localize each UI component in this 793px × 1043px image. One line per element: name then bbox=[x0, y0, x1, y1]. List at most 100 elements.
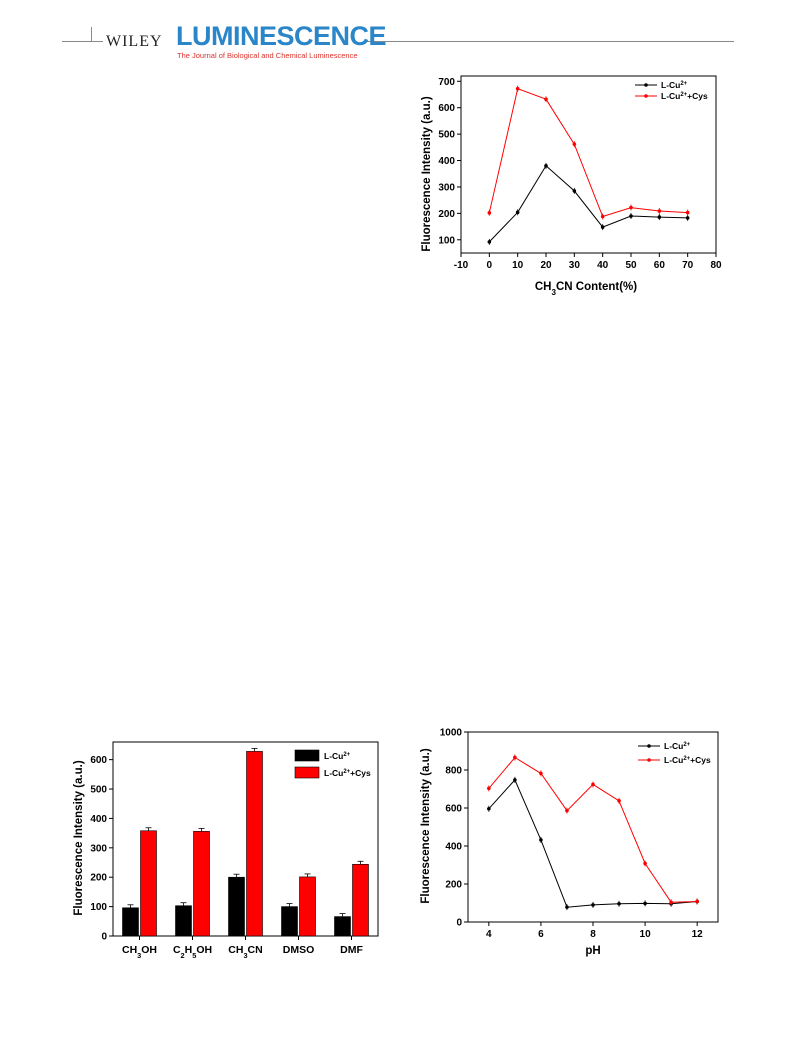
x-tick-label: CH3OH bbox=[122, 944, 157, 960]
y-tick-label: 400 bbox=[445, 842, 462, 853]
y-tick-label: 400 bbox=[90, 814, 107, 825]
data-point bbox=[657, 209, 662, 213]
data-point bbox=[657, 215, 662, 219]
bar bbox=[281, 906, 298, 937]
data-point bbox=[539, 771, 543, 776]
data-point bbox=[515, 86, 520, 91]
x-tick-label: 50 bbox=[625, 260, 637, 271]
plot-area: 100 200 300 400 500 600 700 -10 0 10 20 30 40 50 60 70 8… bbox=[438, 75, 722, 271]
data-point bbox=[591, 903, 595, 907]
y-tick-label: 1000 bbox=[440, 728, 463, 739]
legend-marker bbox=[644, 83, 648, 87]
y-tick-label: 300 bbox=[438, 182, 455, 193]
series-line bbox=[488, 778, 698, 908]
x-tick-label: CH3CN bbox=[228, 944, 262, 960]
y-tick-label: 0 bbox=[456, 918, 462, 929]
bar bbox=[175, 905, 192, 937]
publisher-logo: WILEY bbox=[106, 33, 163, 50]
series-line bbox=[488, 756, 698, 903]
x-tick-label: 20 bbox=[540, 260, 552, 271]
y-axis-label: Fluorescence Intensity (a.u.) bbox=[420, 748, 432, 903]
data-point bbox=[572, 142, 577, 146]
bar bbox=[122, 907, 139, 937]
y-tick-label: 800 bbox=[445, 766, 462, 777]
bar bbox=[193, 831, 210, 937]
x-tick-label: 80 bbox=[710, 260, 722, 271]
data-point bbox=[629, 214, 633, 218]
data-point bbox=[617, 798, 621, 803]
journal-title: LUMINESCENCE bbox=[176, 21, 387, 51]
chart-ph: 0 200 400 600 800 1000 4 6 8 10 12 Fluorescence In… bbox=[420, 728, 719, 957]
legend-marker bbox=[644, 94, 648, 98]
bar bbox=[334, 916, 351, 937]
legend: L-Cu2+ L-Cu2++Cys bbox=[294, 749, 371, 779]
x-tick-label: 0 bbox=[487, 260, 493, 271]
chart-solvents: 0 100 200 300 400 500 600 CH3OH C2H5OH CH3CN DMSO D… bbox=[73, 741, 379, 960]
bar bbox=[352, 863, 369, 937]
y-axis-label: Fluorescence Intensity (a.u.) bbox=[421, 96, 433, 251]
x-tick-label: 40 bbox=[597, 260, 609, 271]
y-tick-label: 600 bbox=[438, 103, 455, 114]
data-point bbox=[617, 901, 621, 906]
x-tick-label: 70 bbox=[682, 260, 694, 271]
plot-area: 0 200 400 600 800 1000 4 6 8 10 12 bbox=[440, 728, 719, 940]
legend-label: L-Cu2++Cys bbox=[661, 91, 708, 101]
chart-ch3cn-content: 100 200 300 400 500 600 700 -10 0 10 20 30 40 50 60 70 8… bbox=[421, 75, 722, 297]
data-point bbox=[572, 189, 577, 193]
data-point bbox=[487, 806, 491, 811]
series-line bbox=[488, 88, 688, 218]
data-point bbox=[539, 838, 543, 842]
legend-label: L-Cu2+ bbox=[664, 741, 691, 751]
data-point bbox=[591, 782, 595, 787]
data-point bbox=[629, 205, 633, 210]
y-tick-label: 100 bbox=[438, 235, 455, 246]
journal-subtitle: The Journal of Biological and Chemical L… bbox=[177, 51, 358, 60]
data-point bbox=[600, 225, 605, 229]
legend-swatch bbox=[294, 749, 320, 762]
x-tick-label: 4 bbox=[486, 929, 492, 940]
y-axis-label: Fluorescence Intensity (a.u.) bbox=[73, 760, 85, 915]
legend-label: L-Cu2++Cys bbox=[664, 755, 711, 765]
legend: L-Cu2+L-Cu2++Cys bbox=[635, 80, 708, 101]
x-tick-label: 10 bbox=[512, 260, 524, 271]
header-tick bbox=[91, 27, 92, 42]
y-tick-label: 600 bbox=[445, 804, 462, 815]
bar bbox=[140, 830, 157, 937]
data-point bbox=[513, 778, 517, 782]
header-logo-backdrop bbox=[103, 30, 365, 50]
x-tick-label: 10 bbox=[640, 929, 652, 940]
header-rule bbox=[62, 41, 734, 42]
legend-label: L-Cu2+ bbox=[324, 751, 351, 761]
legend-marker bbox=[647, 744, 651, 748]
data-point bbox=[600, 214, 605, 219]
data-point bbox=[513, 755, 517, 760]
x-tick-label: 30 bbox=[569, 260, 581, 271]
series-line bbox=[488, 165, 688, 243]
y-tick-label: 500 bbox=[90, 785, 107, 796]
data-point bbox=[515, 210, 520, 215]
x-axis-label: CH3CN Content(%) bbox=[535, 281, 637, 297]
y-tick-label: 200 bbox=[90, 873, 107, 884]
x-tick-label: 6 bbox=[538, 929, 544, 940]
y-tick-label: 0 bbox=[101, 932, 107, 943]
x-tick-label: 8 bbox=[590, 929, 596, 940]
data-point bbox=[544, 164, 548, 168]
data-point bbox=[685, 210, 690, 215]
x-tick-label: DMSO bbox=[283, 944, 315, 956]
legend-label: L-Cu2++Cys bbox=[324, 768, 371, 778]
y-tick-label: 500 bbox=[438, 130, 455, 141]
plot-area: 0 100 200 300 400 500 600 CH3OH C2H5OH CH3CN DMSO D… bbox=[90, 741, 379, 960]
x-axis-label: pH bbox=[585, 945, 600, 957]
bar bbox=[246, 751, 263, 937]
data-point bbox=[643, 901, 647, 906]
data-point bbox=[669, 900, 673, 905]
x-tick-label: -10 bbox=[454, 260, 469, 271]
y-tick-label: 600 bbox=[90, 755, 107, 766]
legend-label: L-Cu2+ bbox=[661, 80, 688, 90]
y-tick-label: 200 bbox=[438, 209, 455, 220]
data-point bbox=[695, 899, 699, 904]
data-point bbox=[487, 211, 492, 215]
bar bbox=[299, 876, 316, 937]
plot-frame bbox=[460, 75, 717, 254]
journal-header: WILEY LUMINESCENCE The Journal of Biolog… bbox=[0, 0, 793, 60]
